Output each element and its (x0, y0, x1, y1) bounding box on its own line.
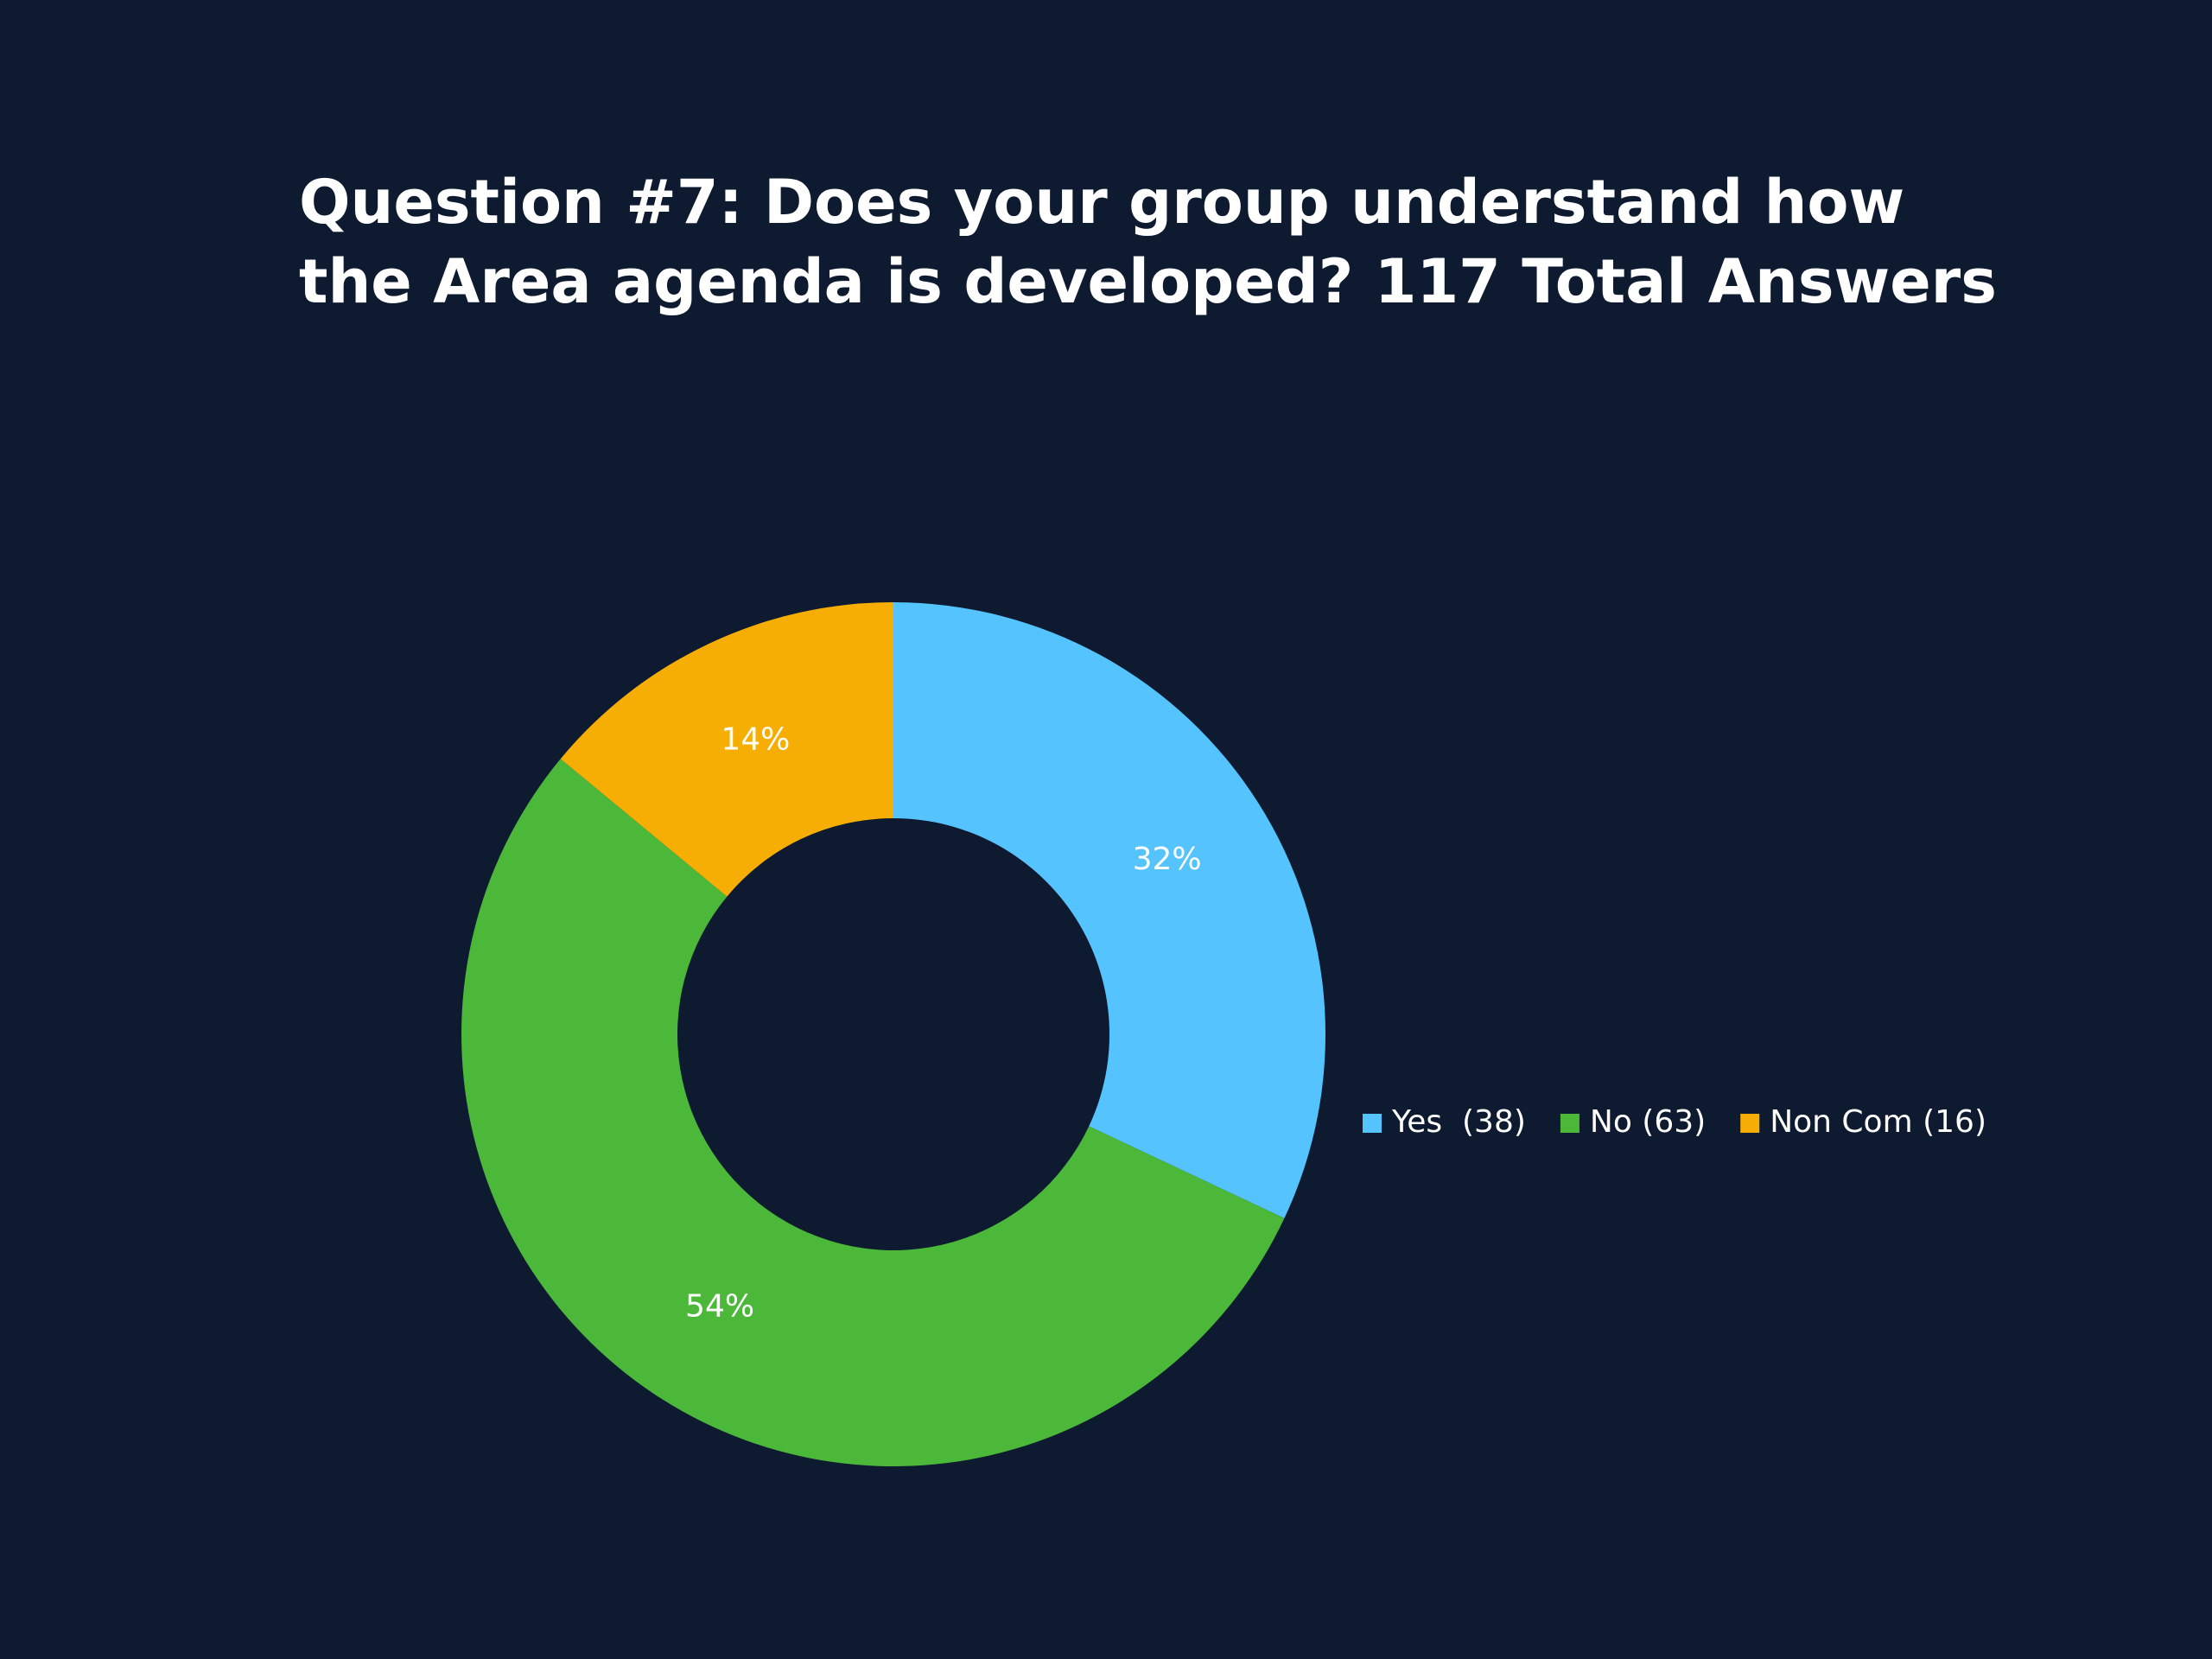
legend-swatch (1740, 1114, 1760, 1133)
legend-swatch (1363, 1114, 1382, 1133)
value-label: 32% (1133, 842, 1202, 877)
chart-title: Question #7: Does your group understand … (299, 167, 1904, 238)
donut-slice (560, 602, 893, 897)
donut-slice (461, 759, 1285, 1466)
legend-label: Non Com (16) (1770, 1104, 1986, 1140)
value-label: 14% (721, 722, 790, 758)
legend-swatch (1560, 1114, 1580, 1133)
value-label: 54% (685, 1289, 754, 1325)
donut-slice (893, 602, 1325, 1218)
chart-title: the Area agenda is developed? 117 Total … (299, 246, 1997, 317)
legend-label: No (63) (1590, 1104, 1706, 1140)
legend-label: Yes (38) (1391, 1104, 1526, 1140)
